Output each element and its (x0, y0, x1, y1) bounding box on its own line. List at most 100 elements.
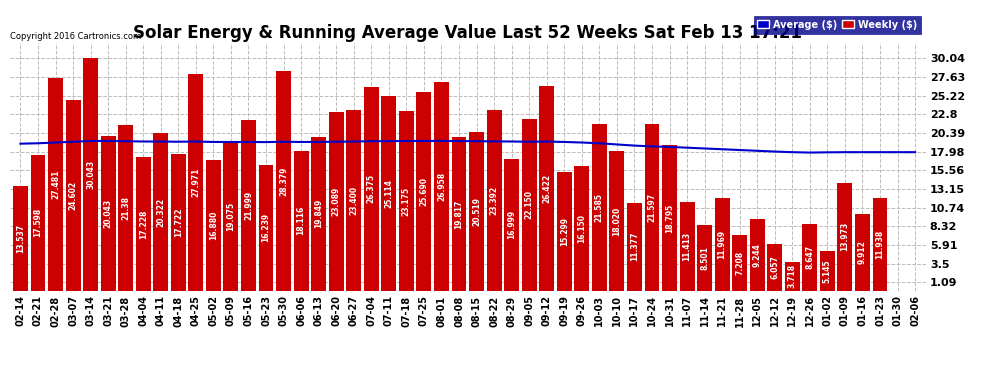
Text: Copyright 2016 Cartronics.com: Copyright 2016 Cartronics.com (10, 32, 141, 40)
Bar (206, 160, 221, 291)
Bar (504, 159, 519, 291)
Bar (381, 96, 396, 291)
Text: 25.690: 25.690 (420, 177, 429, 206)
Text: 11.938: 11.938 (875, 230, 884, 259)
Bar (540, 86, 554, 291)
Text: 15.299: 15.299 (559, 217, 569, 246)
Bar (153, 134, 168, 291)
Bar (31, 154, 46, 291)
Text: 26.375: 26.375 (366, 174, 376, 203)
Bar (118, 125, 133, 291)
Bar (556, 172, 571, 291)
Text: 11.969: 11.969 (718, 230, 727, 259)
Text: 7.208: 7.208 (736, 251, 744, 275)
Legend: Average ($), Weekly ($): Average ($), Weekly ($) (753, 16, 921, 34)
Bar (258, 165, 273, 291)
Bar (574, 166, 589, 291)
Bar (838, 183, 852, 291)
Bar (820, 251, 835, 291)
Text: 21.585: 21.585 (595, 193, 604, 222)
Text: 27.971: 27.971 (191, 168, 200, 197)
Bar (364, 87, 379, 291)
Bar (715, 198, 730, 291)
Text: 16.150: 16.150 (577, 214, 586, 243)
Text: 16.239: 16.239 (261, 213, 270, 242)
Title: Solar Energy & Running Average Value Last 52 Weeks Sat Feb 13 17:21: Solar Energy & Running Average Value Las… (134, 24, 802, 42)
Bar (627, 202, 642, 291)
Text: 13.973: 13.973 (841, 222, 849, 251)
Text: 8.647: 8.647 (806, 245, 815, 269)
Text: 28.379: 28.379 (279, 166, 288, 196)
Text: 21.597: 21.597 (647, 192, 656, 222)
Bar (136, 158, 150, 291)
Text: 23.089: 23.089 (332, 187, 341, 216)
Text: 11.377: 11.377 (630, 232, 639, 261)
Bar (469, 132, 484, 291)
Bar (399, 111, 414, 291)
Text: 17.598: 17.598 (34, 208, 43, 237)
Text: 17.722: 17.722 (174, 207, 183, 237)
Bar (767, 244, 782, 291)
Bar (451, 137, 466, 291)
Bar (872, 198, 887, 291)
Text: 27.481: 27.481 (51, 170, 60, 199)
Bar (294, 150, 309, 291)
Bar (522, 119, 537, 291)
Bar (803, 224, 818, 291)
Bar (785, 262, 800, 291)
Bar (188, 74, 203, 291)
Text: 18.795: 18.795 (665, 203, 674, 232)
Bar (171, 153, 186, 291)
Bar (487, 110, 502, 291)
Text: 24.602: 24.602 (68, 181, 77, 210)
Bar (13, 186, 28, 291)
Text: 20.322: 20.322 (156, 198, 165, 226)
Bar (346, 110, 361, 291)
Text: 23.400: 23.400 (349, 186, 358, 215)
Text: 25.114: 25.114 (384, 179, 393, 208)
Text: 17.228: 17.228 (139, 209, 148, 239)
Bar (697, 225, 712, 291)
Text: 13.537: 13.537 (16, 224, 25, 253)
Bar (592, 124, 607, 291)
Bar (311, 137, 326, 291)
Text: 26.958: 26.958 (437, 172, 446, 201)
Text: 19.075: 19.075 (227, 202, 236, 231)
Text: 16.999: 16.999 (507, 210, 516, 240)
Text: 21.999: 21.999 (244, 191, 253, 220)
Text: 18.020: 18.020 (613, 206, 622, 236)
Text: 19.849: 19.849 (314, 199, 323, 228)
Bar (679, 202, 695, 291)
Bar (83, 58, 98, 291)
Text: 16.880: 16.880 (209, 211, 218, 240)
Bar (101, 136, 116, 291)
Text: 20.043: 20.043 (104, 198, 113, 228)
Text: 23.175: 23.175 (402, 186, 411, 216)
Text: 30.043: 30.043 (86, 160, 95, 189)
Bar (610, 151, 625, 291)
Bar (329, 112, 344, 291)
Bar (224, 143, 239, 291)
Bar (644, 124, 659, 291)
Text: 20.519: 20.519 (472, 197, 481, 226)
Text: 6.057: 6.057 (770, 255, 779, 279)
Bar (65, 100, 80, 291)
Bar (49, 78, 63, 291)
Text: 18.116: 18.116 (297, 206, 306, 235)
Bar (241, 120, 256, 291)
Text: 8.501: 8.501 (700, 246, 709, 270)
Text: 26.422: 26.422 (543, 174, 551, 203)
Text: 19.817: 19.817 (454, 199, 463, 229)
Bar (855, 214, 870, 291)
Bar (434, 82, 448, 291)
Bar (749, 219, 764, 291)
Bar (276, 71, 291, 291)
Text: 3.718: 3.718 (788, 264, 797, 288)
Bar (733, 235, 747, 291)
Bar (662, 145, 677, 291)
Text: 5.145: 5.145 (823, 259, 832, 282)
Text: 21.38: 21.38 (121, 196, 130, 220)
Text: 9.244: 9.244 (752, 243, 761, 267)
Text: 22.150: 22.150 (525, 190, 534, 219)
Text: 9.912: 9.912 (858, 240, 867, 264)
